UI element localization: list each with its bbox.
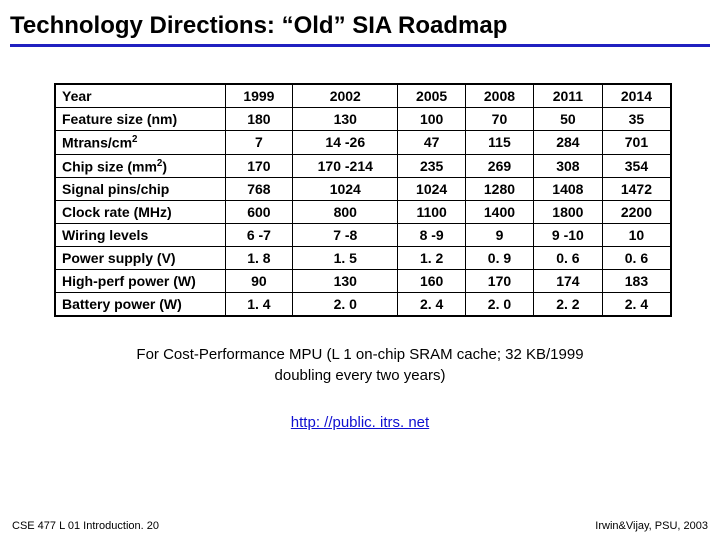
col-header-year: 1999: [225, 84, 293, 108]
table-cell: 2. 0: [293, 293, 398, 317]
table-cell: 14 -26: [293, 131, 398, 155]
table-cell: 160: [398, 270, 466, 293]
table-cell: 1. 2: [398, 247, 466, 270]
table-cell: 1472: [602, 178, 671, 201]
table-cell: 90: [225, 270, 293, 293]
table-cell: 115: [466, 131, 534, 155]
table-cell: 180: [225, 108, 293, 131]
table-row: Feature size (nm)180130100705035: [55, 108, 671, 131]
table-row: Chip size (mm2)170170 -214235269308354: [55, 154, 671, 178]
table-cell: 768: [225, 178, 293, 201]
table-cell: 269: [466, 154, 534, 178]
table-row: Battery power (W)1. 42. 02. 42. 02. 22. …: [55, 293, 671, 317]
table-cell: 7 -8: [293, 224, 398, 247]
row-label: Power supply (V): [55, 247, 225, 270]
table-cell: 235: [398, 154, 466, 178]
table-cell: 1. 4: [225, 293, 293, 317]
caption-text: For Cost-Performance MPU (L 1 on-chip SR…: [0, 327, 720, 386]
table-cell: 800: [293, 201, 398, 224]
table-cell: 1024: [293, 178, 398, 201]
table-cell: 170 -214: [293, 154, 398, 178]
table-header-row: Year199920022005200820112014: [55, 84, 671, 108]
row-label: Signal pins/chip: [55, 178, 225, 201]
table-cell: 2. 4: [602, 293, 671, 317]
table-row: Signal pins/chip76810241024128014081472: [55, 178, 671, 201]
table-cell: 701: [602, 131, 671, 155]
table-container: Year199920022005200820112014 Feature siz…: [0, 47, 720, 327]
col-header-year: 2011: [533, 84, 602, 108]
row-label: Chip size (mm2): [55, 154, 225, 178]
table-cell: 130: [293, 270, 398, 293]
table-cell: 8 -9: [398, 224, 466, 247]
table-cell: 47: [398, 131, 466, 155]
table-cell: 35: [602, 108, 671, 131]
table-cell: 1800: [533, 201, 602, 224]
row-label: Clock rate (MHz): [55, 201, 225, 224]
row-label: High-perf power (W): [55, 270, 225, 293]
table-cell: 130: [293, 108, 398, 131]
table-cell: 308: [533, 154, 602, 178]
row-label: Mtrans/cm2: [55, 131, 225, 155]
table-row: Clock rate (MHz)6008001100140018002200: [55, 201, 671, 224]
row-label: Battery power (W): [55, 293, 225, 317]
table-cell: 2200: [602, 201, 671, 224]
itrs-link[interactable]: http: //public. itrs. net: [291, 414, 429, 431]
table-cell: 1408: [533, 178, 602, 201]
col-header-year: 2002: [293, 84, 398, 108]
table-cell: 1. 8: [225, 247, 293, 270]
table-cell: 50: [533, 108, 602, 131]
row-label: Wiring levels: [55, 224, 225, 247]
table-cell: 0. 6: [602, 247, 671, 270]
table-body: Feature size (nm)180130100705035Mtrans/c…: [55, 108, 671, 317]
table-cell: 1100: [398, 201, 466, 224]
roadmap-table: Year199920022005200820112014 Feature siz…: [54, 83, 672, 317]
table-cell: 2. 0: [466, 293, 534, 317]
table-row: Power supply (V)1. 81. 51. 20. 90. 60. 6: [55, 247, 671, 270]
table-cell: 354: [602, 154, 671, 178]
table-cell: 2. 2: [533, 293, 602, 317]
table-cell: 2. 4: [398, 293, 466, 317]
table-cell: 1280: [466, 178, 534, 201]
caption-line-2: doubling every two years): [275, 367, 446, 384]
row-label: Feature size (nm): [55, 108, 225, 131]
col-header-year: 2014: [602, 84, 671, 108]
col-header-year: 2008: [466, 84, 534, 108]
table-cell: 0. 9: [466, 247, 534, 270]
table-cell: 170: [466, 270, 534, 293]
slide-title: Technology Directions: “Old” SIA Roadmap: [0, 0, 720, 44]
table-row: High-perf power (W)90130160170174183: [55, 270, 671, 293]
table-row: Wiring levels6 -77 -88 -999 -1010: [55, 224, 671, 247]
table-cell: 183: [602, 270, 671, 293]
caption-line-1: For Cost-Performance MPU (L 1 on-chip SR…: [136, 346, 583, 363]
link-row: http: //public. itrs. net: [0, 386, 720, 431]
table-cell: 6 -7: [225, 224, 293, 247]
footer-right: Irwin&Vijay, PSU, 2003: [595, 520, 708, 532]
table-cell: 0. 6: [533, 247, 602, 270]
col-header-rowlabel: Year: [55, 84, 225, 108]
table-cell: 70: [466, 108, 534, 131]
table-cell: 9: [466, 224, 534, 247]
table-cell: 1024: [398, 178, 466, 201]
table-cell: 1. 5: [293, 247, 398, 270]
table-cell: 174: [533, 270, 602, 293]
table-cell: 9 -10: [533, 224, 602, 247]
table-cell: 284: [533, 131, 602, 155]
table-cell: 170: [225, 154, 293, 178]
table-cell: 1400: [466, 201, 534, 224]
col-header-year: 2005: [398, 84, 466, 108]
table-cell: 600: [225, 201, 293, 224]
table-row: Mtrans/cm2714 -2647115284701: [55, 131, 671, 155]
table-cell: 10: [602, 224, 671, 247]
table-cell: 7: [225, 131, 293, 155]
table-cell: 100: [398, 108, 466, 131]
footer-left: CSE 477 L 01 Introduction. 20: [12, 520, 159, 532]
